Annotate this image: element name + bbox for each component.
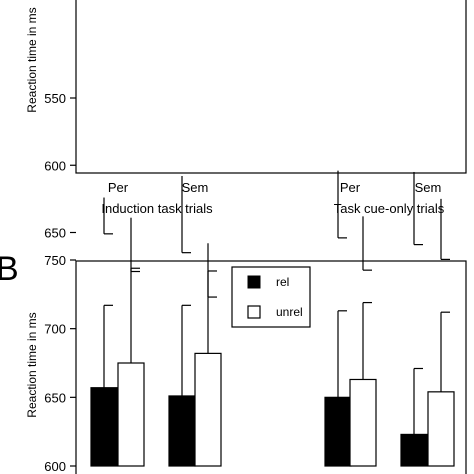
- panel-a-category-label-2: Sem: [182, 180, 209, 195]
- panel-b-y-tick-label: 600: [44, 459, 66, 474]
- panel-b-y-tick-label: 650: [44, 390, 66, 405]
- panel-b-y-tick-label: 700: [44, 322, 66, 337]
- panel-a-category-label-3: Per: [340, 180, 361, 195]
- panel-b-bar-unrel: [194, 352, 222, 467]
- panel-b-legend: rel unrel: [231, 266, 311, 328]
- panel-a-y-tick-label: 600: [44, 158, 66, 173]
- panel-b-y-tick-label: 750: [44, 253, 66, 268]
- panel-a-group-label-2: Task cue-only trials: [334, 201, 445, 216]
- panel-b-bar-rel: [400, 433, 428, 467]
- panel-b-y-axis-label: Reaction time in ms: [25, 312, 39, 417]
- legend-swatch-rel: [247, 275, 261, 289]
- panel-b-bars: [90, 267, 455, 467]
- legend-frame: [231, 266, 311, 328]
- panel-b-bar-rel: [168, 395, 196, 467]
- panel-b: B Reaction time in ms 600 650 700 750 rel u…: [0, 250, 467, 474]
- panel-a-category-label-1: Per: [108, 180, 129, 195]
- panel-b-letter: B: [0, 250, 19, 288]
- panel-b-bar-rel: [324, 396, 352, 467]
- panel-a-y-ticks: 550 600 650: [44, 91, 76, 241]
- panel-a-y-tick-label: 550: [44, 91, 66, 106]
- legend-swatch-unrel: [247, 305, 261, 319]
- panel-b-y-ticks: 600 650 700 750: [44, 253, 76, 474]
- legend-label-unrel: unrel: [276, 305, 303, 319]
- panel-b-bar-unrel: [427, 391, 455, 467]
- panel-b-bar-unrel: [117, 362, 145, 467]
- panel-a-y-axis-label: Reaction time in ms: [25, 7, 39, 112]
- panel-a: Reaction time in ms 550 600 650 Per Sem Pe…: [25, 0, 467, 298]
- panel-a-group-label-1: Induction task trials: [101, 201, 213, 216]
- panel-b-plot-frame: [75, 260, 467, 474]
- panel-b-bar-rel: [90, 387, 118, 467]
- legend-label-rel: rel: [276, 275, 289, 289]
- panel-a-y-tick-label: 650: [44, 226, 66, 241]
- panel-b-bar-unrel: [349, 378, 377, 467]
- panel-a-plot-frame: [75, 0, 467, 174]
- panel-a-category-label-4: Sem: [415, 180, 442, 195]
